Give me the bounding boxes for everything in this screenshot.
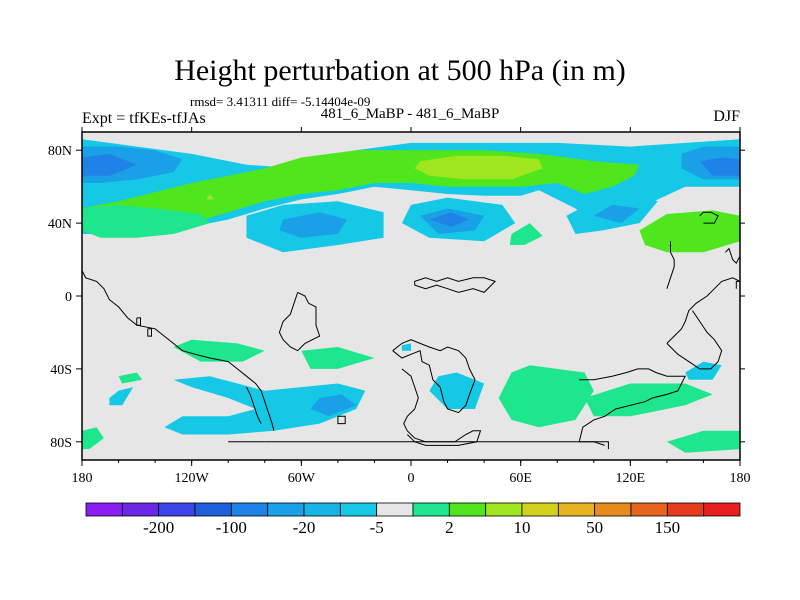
colorbar-bin <box>303 502 341 517</box>
coastline-south-america-upper <box>278 291 321 352</box>
colorbar-label: 2 <box>445 518 454 537</box>
contour-region-green-south-pole-west <box>82 427 104 450</box>
colorbar-bin <box>412 502 450 517</box>
colorbar-label: 150 <box>655 518 681 537</box>
colorbar-bin <box>594 502 632 517</box>
contour-region-pacific-blue-west-core <box>82 153 137 176</box>
chart-title: Height perturbation at 500 hPa (in m) <box>174 54 626 87</box>
coastline-small-island-2 <box>136 317 141 326</box>
contour-region-blue-small-south <box>401 343 411 351</box>
contour-region-green-north-africa <box>509 223 543 245</box>
x-tick-label: 60E <box>509 471 532 486</box>
contour-region-green-south-pole-east <box>666 430 740 453</box>
colorbar-bin <box>194 502 232 517</box>
colorbar-label: -5 <box>370 518 384 537</box>
coastline-asia-lines-3 <box>735 280 740 289</box>
contour-region-yellow-green-north-atlantic <box>414 155 543 180</box>
colorbar-bin <box>630 502 668 517</box>
colorbar-bin <box>339 502 378 517</box>
contour-region-blue-north-europe-deep <box>429 212 470 227</box>
coastline-australia <box>578 368 687 446</box>
x-tick-label: 180 <box>72 471 93 486</box>
coastline-north-america-west <box>82 270 275 431</box>
colorbar-bin <box>485 502 523 517</box>
coastline-antarctica <box>264 441 609 450</box>
colorbar-bin <box>521 502 559 517</box>
colorbar-bin <box>85 502 123 517</box>
coastline-asia-lines <box>666 241 675 289</box>
coastline-africa-outline <box>392 339 476 414</box>
y-tick-label: 80S <box>50 436 72 451</box>
contour-region-blue-asia-east-core <box>593 204 640 224</box>
coastline-europe-north <box>414 277 497 293</box>
colorbar-label: -100 <box>216 518 247 537</box>
colorbar-bin <box>267 502 305 517</box>
contour-region-green-blob-north-america <box>82 204 210 238</box>
colorbar-bin <box>376 502 414 517</box>
colorbar-label: -200 <box>143 518 174 537</box>
colorbar: -200 -100 -20 -5 2 10 50 150 <box>85 502 741 537</box>
contour-region-green-blob-pacific-east <box>639 210 740 253</box>
colorbar-bin <box>121 502 160 517</box>
colorbar-label: -20 <box>293 518 316 537</box>
y-tick-label: 40S <box>50 363 72 378</box>
contour-region-blue-south-atlantic-core <box>310 394 357 417</box>
colorbar-bin <box>666 502 705 517</box>
colorbar-bin <box>557 502 596 517</box>
contour-region-blue-north-atlantic-core <box>279 212 347 238</box>
colorbar-label: 50 <box>586 518 603 537</box>
axis-ticks: 180 120W 60W 0 60E 120E 180 80N 40N 0 40S 80S <box>48 127 751 486</box>
coastline-small-island-3 <box>147 328 152 337</box>
coastline-asia-east <box>666 277 740 344</box>
contour-region-yellow-green-dot <box>206 194 214 200</box>
colorbar-bin <box>703 502 741 517</box>
x-tick-label: 180 <box>730 471 751 486</box>
colorbar-label: 10 <box>514 518 531 537</box>
season-label: DJF <box>713 108 740 125</box>
contour-region-blue-south-pacific-small <box>109 387 134 406</box>
plot-area <box>82 132 740 460</box>
contour-region-green-south-atlantic-2 <box>301 347 375 369</box>
experiment-label: Expt = tfKEs-tfJAs <box>82 110 206 127</box>
coastline-asia-lines-2 <box>725 247 740 265</box>
x-tick-label: 0 <box>408 471 415 486</box>
case-label: 481_6_MaBP - 481_6_MaBP <box>320 106 500 122</box>
y-tick-label: 40N <box>48 217 72 232</box>
stats-label: rmsd= 3.41311 diff= -5.14404e-09 <box>190 94 371 109</box>
coastline-andes-notch <box>246 386 262 424</box>
coastline-japan <box>699 211 719 224</box>
y-tick-label: 0 <box>65 290 72 305</box>
contour-region-blue-south-atlantic-lower <box>164 376 366 435</box>
contour-region-green-south-pacific-small <box>118 372 143 384</box>
x-tick-label: 60W <box>288 471 316 486</box>
colorbar-bin <box>158 502 196 517</box>
y-tick-label: 80N <box>48 144 72 159</box>
coastline-asia-east-2 <box>666 310 723 370</box>
contour-region-green-south-atlantic <box>173 339 265 362</box>
x-tick-label: 120E <box>616 471 646 486</box>
contour-region-blue-south-indian-east <box>685 361 722 380</box>
colorbar-bin <box>448 502 487 517</box>
contour-region-green-south-indian <box>498 365 594 428</box>
coastline-small-island-1 <box>337 415 346 425</box>
colorbar-bin <box>230 502 269 517</box>
x-tick-label: 120W <box>175 471 210 486</box>
contour-region-pacific-blue-east-core <box>699 157 740 176</box>
